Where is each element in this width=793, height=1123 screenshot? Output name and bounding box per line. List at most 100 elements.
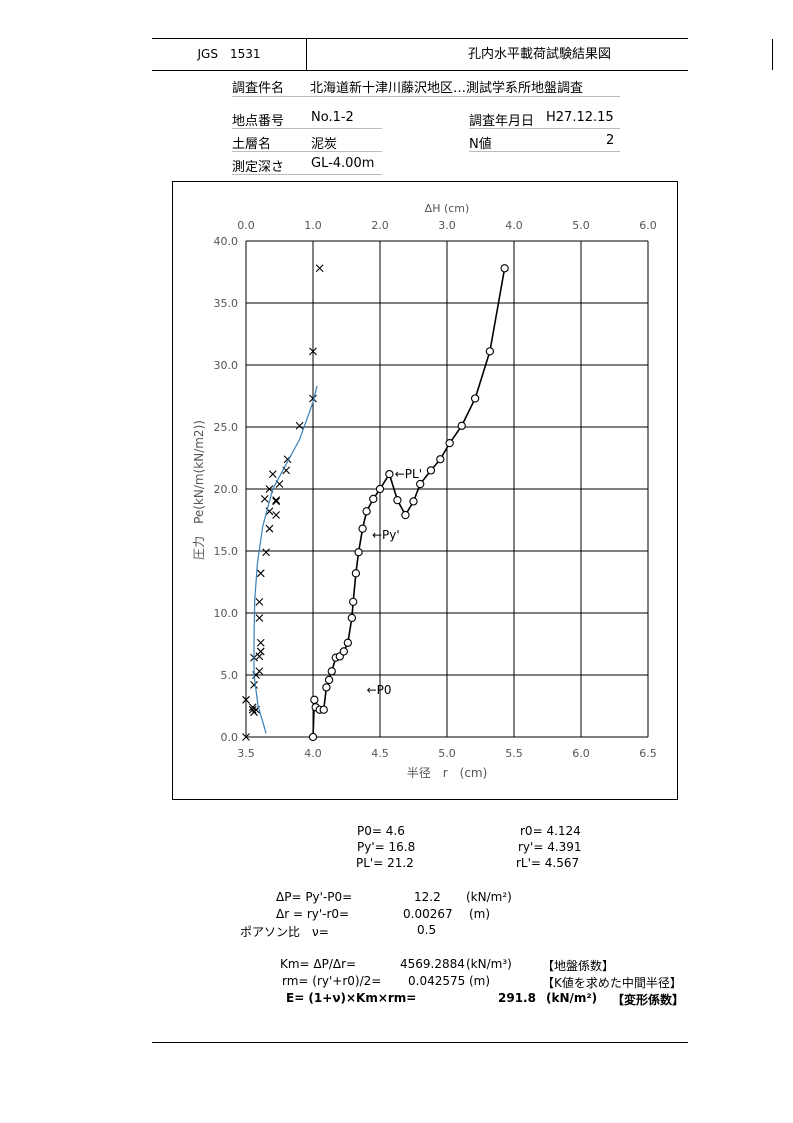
x-tick-label: 4.0 (304, 747, 322, 760)
cross-point (268, 470, 277, 479)
header-table: JGS 1531 孔内水平載荷試験結果図 (152, 38, 773, 71)
project-label: 調査件名 (232, 81, 285, 96)
data-point (457, 421, 466, 430)
y-tick-label: 20.0 (214, 483, 239, 496)
poisson-label: ポアソン比 ν= (240, 925, 329, 939)
top-tick-label: 3.0 (438, 219, 456, 232)
cross-point (309, 347, 317, 356)
py-result: Py'= 16.8 (357, 840, 416, 854)
cross-point (250, 681, 258, 689)
km-unit: (kN/m³) (466, 957, 512, 971)
rm-unit: (m) (469, 974, 491, 988)
data-point (324, 675, 334, 685)
calibration-curve (253, 385, 318, 734)
ry-result: ry'= 4.391 (518, 840, 582, 854)
data-point (426, 466, 436, 475)
rm-note: 【K値を求めた中間半径】 (542, 976, 682, 990)
x-tick-label: 5.5 (505, 747, 523, 760)
y-tick-label: 0.0 (221, 731, 239, 744)
cross-point (262, 548, 270, 557)
document-title: 孔内水平載荷試験結果図 (307, 39, 773, 70)
data-point (322, 683, 331, 692)
data-point (354, 548, 363, 557)
annotation-label: ←Py' (372, 528, 400, 542)
data-point (349, 597, 358, 606)
data-point (343, 638, 352, 647)
cross-point (295, 421, 304, 430)
data-point (362, 507, 371, 516)
delta-r-label: Δr = ry'-r0= (276, 907, 350, 921)
top-tick-label: 1.0 (304, 219, 322, 232)
n-value: 2 (606, 133, 615, 148)
poisson-value: 0.5 (417, 923, 437, 937)
cross-point (272, 511, 281, 519)
data-point (409, 497, 418, 506)
cross-point (255, 667, 264, 676)
x-axis-label: 半径 r (cm) (407, 766, 488, 780)
data-point (470, 394, 480, 403)
annotation-label: ←P0 (367, 683, 392, 697)
top-tick-label: 0.0 (237, 219, 255, 232)
point-label: 地点番号 (232, 114, 285, 129)
rm-label: rm= (ry'+r0)/2= (282, 974, 382, 988)
standard-code: JGS 1531 (152, 39, 307, 70)
project-value: 北海道新十津川藤沢地区…測試学系所地盤調査 (310, 81, 584, 96)
rl-result: rL'= 4.567 (516, 856, 580, 870)
km-note: 【地盤係数】 (542, 959, 615, 973)
date-value: H27.12.15 (546, 110, 614, 125)
data-point (445, 438, 454, 448)
delta-r-value: 0.00267 (403, 907, 453, 921)
y-tick-label: 30.0 (214, 359, 239, 372)
y-tick-label: 5.0 (221, 669, 239, 682)
depth-label: 測定深さ (232, 160, 285, 175)
chart-frame (172, 181, 678, 800)
data-point (416, 479, 425, 489)
cross-point (256, 638, 265, 647)
data-point (351, 569, 361, 578)
cross-point (272, 496, 281, 505)
data-point (347, 613, 357, 623)
data-point (327, 667, 336, 676)
x-tick-label: 6.0 (572, 747, 590, 760)
pressure-curve (312, 268, 506, 738)
top-tick-label: 2.0 (371, 219, 389, 232)
y-tick-label: 40.0 (214, 235, 239, 248)
point-value: No.1-2 (311, 110, 354, 125)
soil-label: 土層名 (232, 137, 272, 152)
top-tick-label: 4.0 (505, 219, 523, 232)
p0-result: P0= 4.6 (357, 824, 405, 838)
data-point (375, 484, 385, 494)
cross-point (256, 647, 265, 656)
delta-p-value: 12.2 (414, 890, 441, 904)
delta-r-unit: (m) (469, 907, 491, 921)
data-point (401, 510, 410, 520)
data-point (339, 647, 348, 656)
soil-value: 泥炭 (311, 137, 338, 152)
cross-point (248, 703, 257, 712)
cross-point (272, 497, 281, 506)
cross-point (265, 524, 274, 533)
cross-point (242, 695, 250, 704)
km-label: Km= ΔP/Δr= (280, 957, 357, 971)
delta-p-label: ΔP= Py'-P0= (276, 890, 353, 904)
km-value: 4569.2884 (400, 957, 465, 971)
data-point (436, 455, 445, 464)
annotation-label: ←PL' (395, 467, 422, 481)
delta-p-unit: (kN/m²) (466, 890, 512, 904)
cross-point (315, 264, 324, 273)
x-tick-label: 6.5 (639, 747, 657, 760)
cross-point (242, 733, 250, 741)
y-axis-label: 圧力 Pe(kN/m(kN/m2)) (192, 420, 206, 560)
rm-value: 0.042575 (408, 974, 466, 988)
cross-point (255, 652, 264, 661)
pl-result: PL'= 21.2 (356, 856, 414, 870)
data-point (310, 695, 319, 704)
e-note: 【変形係数】 (612, 993, 685, 1007)
e-value: 291.8 (498, 991, 536, 1005)
x-tick-label: 5.0 (438, 747, 456, 760)
cross-point (248, 705, 257, 714)
x-tick-label: 4.5 (371, 747, 389, 760)
data-point (319, 705, 328, 714)
r0-result: r0= 4.124 (520, 824, 581, 838)
